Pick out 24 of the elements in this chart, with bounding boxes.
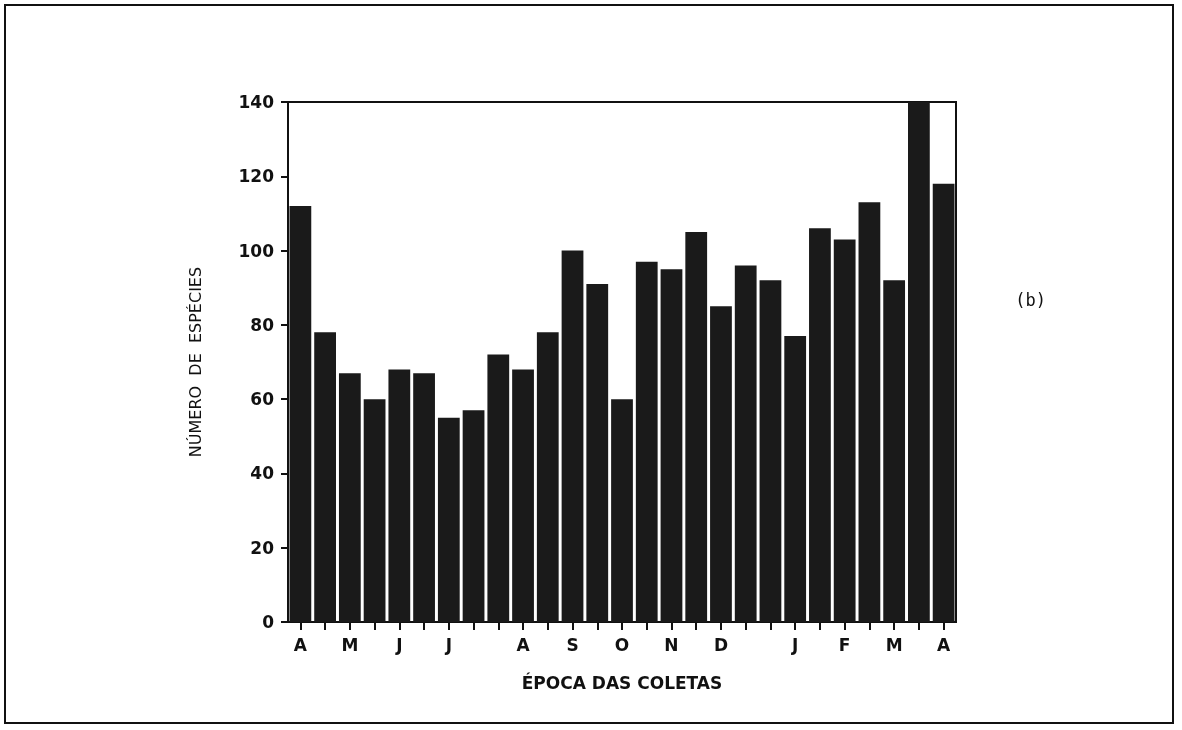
x-tick-label: M (341, 634, 359, 655)
x-tick-label: J (444, 634, 452, 655)
y-tick-label: 140 (238, 92, 275, 112)
x-tick-label: J (395, 634, 403, 655)
x-tick-label: M (885, 634, 903, 655)
y-tick-label: 120 (238, 166, 275, 187)
x-tick-label: O (614, 634, 630, 655)
x-tick-label: A (516, 634, 531, 655)
x-tick-label: N (664, 634, 679, 655)
y-axis-title: NÚMERO DE ESPÉCIES (185, 266, 205, 458)
y-tick-label: 40 (250, 463, 275, 484)
x-tick-label: S (566, 634, 579, 655)
x-tick-label: F (838, 634, 851, 655)
y-tick-label: 0 (262, 612, 275, 632)
x-axis-title: ÉPOCA DAS COLETAS (521, 671, 723, 693)
y-tick-label: 80 (250, 314, 275, 335)
y-tick-label: 100 (238, 240, 275, 261)
x-tick-label: D (713, 634, 729, 655)
y-tick-label: 20 (250, 537, 275, 558)
y-tick-label: 60 (250, 389, 275, 410)
x-tick-label: A (293, 634, 308, 655)
x-tick-label: J (791, 634, 799, 655)
text: (b) (1015, 289, 1047, 310)
x-tick-label: A (937, 634, 952, 655)
